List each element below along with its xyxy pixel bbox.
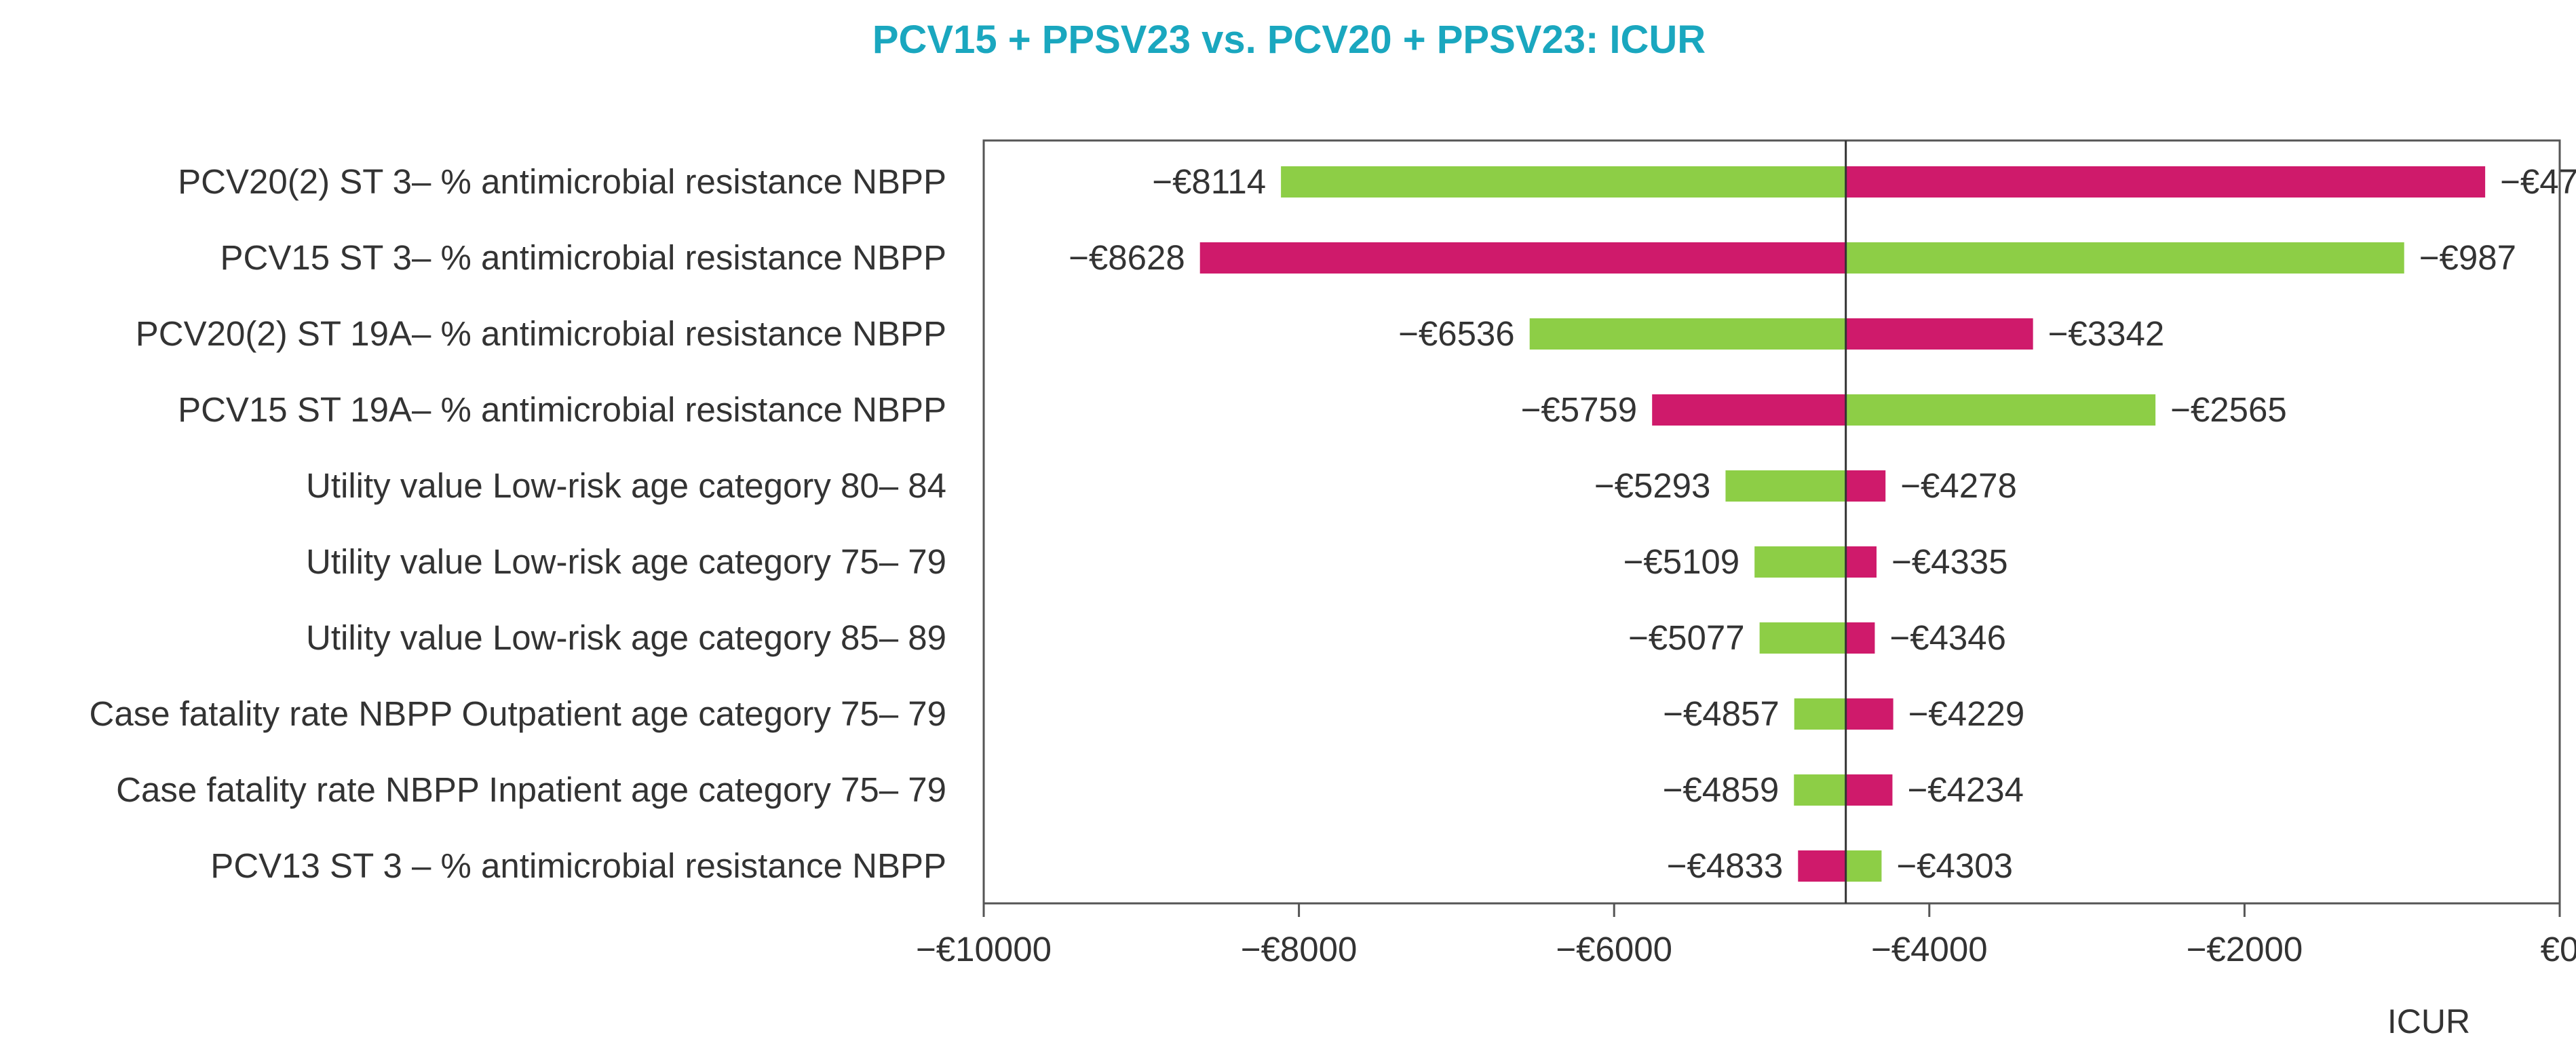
bar-right [1845, 470, 1886, 502]
bar-left-value-label: −€5077 [1628, 618, 1745, 657]
bar-right-value-label: −€4234 [1907, 770, 2024, 809]
x-tick-label: −€8000 [1241, 930, 1358, 969]
bar-right [1845, 774, 1893, 806]
bar-left-value-label: −€4859 [1663, 770, 1780, 809]
category-label: Utility value Low-risk age category 80– … [306, 466, 946, 505]
bar-right-value-label: −€473 [2500, 162, 2576, 201]
x-tick-label: −€4000 [1871, 930, 1988, 969]
bar-left [1754, 546, 1846, 578]
bar-right [1845, 166, 2486, 198]
category-label: PCV13 ST 3 – % antimicrobial resistance … [210, 846, 946, 885]
category-label: Case fatality rate NBPP Inpatient age ca… [116, 770, 946, 809]
x-tick-label: −€2000 [2187, 930, 2303, 969]
bar-left [1725, 470, 1846, 502]
bar-left-value-label: −€5759 [1521, 390, 1638, 429]
bar-right-value-label: −€4303 [1896, 846, 2013, 885]
x-tick-label: €0 [2541, 930, 2576, 969]
bar-right-value-label: −€4346 [1889, 618, 2006, 657]
category-label: Utility value Low-risk age category 85– … [306, 618, 946, 657]
category-label: PCV20(2) ST 19A– % antimicrobial resista… [136, 314, 946, 353]
bar-right-value-label: −€4229 [1908, 694, 2025, 733]
bar-left [1199, 242, 1846, 274]
category-label: PCV15 ST 19A– % antimicrobial resistance… [178, 390, 946, 429]
bar-right [1845, 546, 1877, 578]
bar-left [1529, 318, 1846, 350]
bar-left-value-label: −€8114 [1152, 162, 1266, 201]
bar-left-value-label: −€8628 [1069, 238, 1185, 277]
bar-right-value-label: −€4335 [1891, 542, 2008, 581]
bar-left [1794, 698, 1846, 730]
bar-right [1845, 394, 2156, 426]
bar-right-value-label: −€4278 [1900, 466, 2017, 505]
x-axis: −€10000 −€8000 −€6000 −€4000 −€2000 €0 [916, 903, 2576, 969]
category-label: Case fatality rate NBPP Outpatient age c… [90, 694, 947, 733]
category-label: PCV15 ST 3– % antimicrobial resistance N… [220, 238, 946, 277]
bar-left-value-label: −€5293 [1594, 466, 1711, 505]
plot-frame [982, 139, 2561, 905]
bar-left [1652, 394, 1846, 426]
bar-right [1845, 850, 1882, 882]
x-tick-label: −€10000 [916, 930, 1052, 969]
bar-right [1845, 242, 2404, 274]
x-axis-title: ICUR [2387, 1002, 2470, 1040]
category-label: Utility value Low-risk age category 75– … [306, 542, 946, 581]
bar-left [1759, 622, 1846, 654]
x-tick-label: −€6000 [1556, 930, 1672, 969]
bar-left [1281, 166, 1846, 198]
category-label: PCV20(2) ST 3– % antimicrobial resistanc… [178, 162, 946, 201]
bar-left-value-label: −€4857 [1663, 694, 1780, 733]
bars-layer [1199, 166, 2486, 882]
bar-left [1798, 850, 1846, 882]
bar-right [1845, 698, 1893, 730]
bar-left [1794, 774, 1846, 806]
bar-right-value-label: −€987 [2419, 238, 2516, 277]
bar-left-value-label: −€5109 [1623, 542, 1740, 581]
bar-right-value-label: −€2565 [2170, 390, 2287, 429]
bar-left-value-label: −€6536 [1398, 314, 1515, 353]
chart-title: PCV15 + PPSV23 vs. PCV20 + PPSV23: ICUR [872, 18, 1706, 62]
labels-layer: PCV20(2) ST 3– % antimicrobial resistanc… [90, 162, 2576, 885]
bar-left-value-label: −€4833 [1667, 846, 1784, 885]
bar-right-value-label: −€3342 [2048, 314, 2165, 353]
bar-right [1845, 622, 1875, 654]
bar-right [1845, 318, 2033, 350]
